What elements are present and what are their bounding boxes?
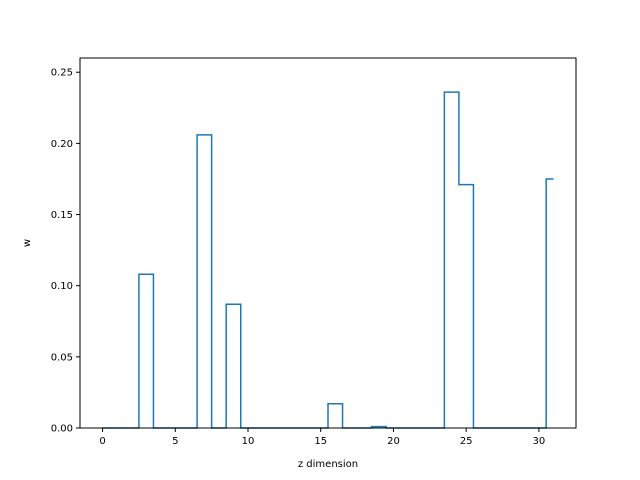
- plot-frame: [79, 57, 577, 429]
- x-tick-label: 25: [460, 436, 473, 447]
- y-tick-label: 0.05: [51, 352, 73, 363]
- x-tick-label: 0: [99, 436, 105, 447]
- y-axis-label: w: [22, 239, 33, 247]
- x-ticks: 0 5 10 15 20 25 30: [99, 428, 545, 447]
- x-tick-label: 5: [172, 436, 178, 447]
- y-tick-label: 0.20: [51, 139, 73, 150]
- y-ticks: 0.00 0.05 0.10 0.15 0.20 0.25: [51, 68, 80, 435]
- y-tick-label: 0.00: [51, 424, 73, 435]
- x-axis-label: z dimension: [298, 459, 358, 470]
- x-tick-label: 20: [387, 436, 400, 447]
- x-tick-label: 10: [242, 436, 255, 447]
- y-tick-label: 0.10: [51, 281, 73, 292]
- x-tick-label: 15: [314, 436, 327, 447]
- y-tick-label: 0.25: [51, 68, 73, 79]
- y-tick-label: 0.15: [51, 210, 73, 221]
- x-tick-label: 30: [533, 436, 546, 447]
- plot-area: [80, 58, 576, 428]
